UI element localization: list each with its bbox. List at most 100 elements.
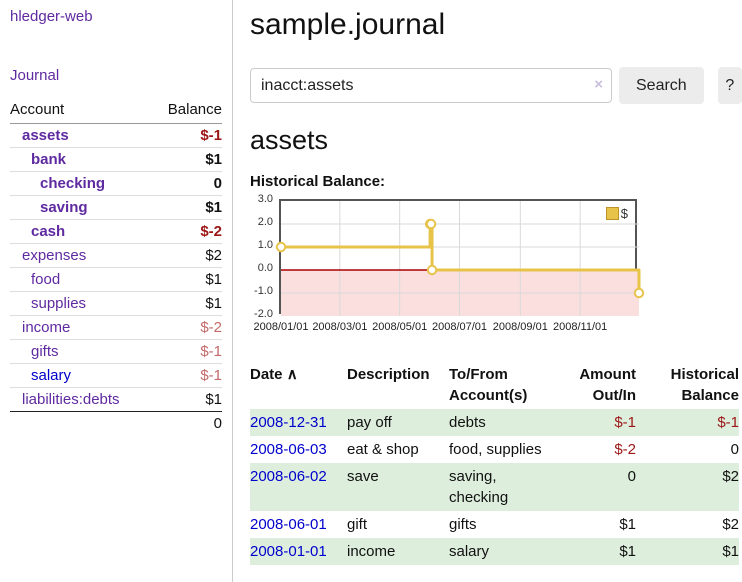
account-balance: $-1: [151, 363, 222, 388]
register-row: 2008-06-01 gift gifts $1 $2: [250, 511, 739, 538]
account-link-food[interactable]: food: [31, 271, 61, 288]
account-column-header: Account: [10, 97, 152, 124]
account-link-checking[interactable]: checking: [40, 175, 106, 192]
main-panel: sample.journal × Search ? assets Histori…: [250, 0, 742, 565]
register-row: 2008-06-02 save saving, checking 0 $2: [250, 463, 739, 511]
transaction-balance: 0: [730, 441, 739, 458]
help-button[interactable]: ?: [717, 67, 742, 104]
chart-title: Historical Balance:: [250, 173, 386, 190]
register-header-row: Date ∧ Description To/From Account(s) Am…: [250, 362, 739, 409]
account-row: food $1: [10, 267, 222, 292]
account-link-supplies[interactable]: supplies: [31, 295, 87, 312]
transaction-balance: $2: [722, 468, 739, 485]
chart-plot-area: $: [275, 199, 645, 316]
transaction-date-link[interactable]: 2008-12-31: [250, 414, 327, 431]
y-axis-tick-label: -1.0: [254, 285, 273, 297]
account-link-bank[interactable]: bank: [31, 151, 67, 168]
x-axis-tick-label: 2008/03/01: [312, 321, 368, 333]
account-link-saving[interactable]: saving: [40, 199, 88, 216]
account-link-salary[interactable]: salary: [31, 367, 72, 384]
x-axis-tick-label: 2008/05/01: [372, 321, 428, 333]
balance-chart-svg: [275, 201, 645, 316]
y-axis-tick-label: -2.0: [254, 308, 273, 320]
account-heading: assets: [250, 125, 329, 155]
register-row: 2008-06-03 eat & shop food, supplies $-2…: [250, 436, 739, 463]
legend-label: $: [620, 206, 628, 221]
account-row: income $-2: [10, 315, 222, 340]
account-row: salary $-1: [10, 363, 222, 388]
sort-ascending-icon: ∧: [286, 366, 298, 383]
transaction-date-link[interactable]: 2008-06-03: [250, 441, 327, 458]
accounts-column-header: To/From Account(s): [449, 366, 528, 404]
account-row: cash $-2: [10, 219, 222, 244]
transaction-accounts: saving, checking: [449, 468, 509, 506]
account-row: liabilities:debts $1: [10, 387, 222, 412]
account-row: expenses $2: [10, 243, 222, 268]
account-total-row: 0: [10, 411, 222, 435]
transaction-date-link[interactable]: 2008-01-01: [250, 543, 327, 560]
transaction-description: pay off: [347, 414, 392, 431]
legend-swatch-icon: [605, 207, 619, 220]
description-column-header: Description: [347, 366, 430, 383]
transaction-date-link[interactable]: 2008-06-01: [250, 516, 327, 533]
account-row: bank $1: [10, 147, 222, 172]
register-table: Date ∧ Description To/From Account(s) Am…: [250, 362, 739, 565]
account-link-expenses[interactable]: expenses: [22, 247, 87, 264]
account-row: checking 0: [10, 171, 222, 196]
transaction-amount: 0: [627, 468, 636, 485]
account-link-income[interactable]: income: [22, 319, 71, 336]
register-row: 2008-01-01 income salary $1 $1: [250, 538, 739, 565]
transaction-balance: $-1: [717, 414, 739, 431]
register-row: 2008-12-31 pay off debts $-1 $-1: [250, 409, 739, 436]
search-input[interactable]: [250, 68, 612, 103]
account-link-liabilities-debts[interactable]: liabilities:debts: [22, 391, 120, 408]
account-link-cash[interactable]: cash: [31, 223, 66, 240]
transaction-accounts: gifts: [449, 516, 477, 533]
page-title: sample.journal: [250, 8, 446, 41]
account-balance: $1: [151, 387, 222, 412]
transaction-accounts: salary: [449, 543, 490, 560]
clear-search-icon[interactable]: ×: [594, 76, 603, 93]
transaction-amount: $-1: [614, 414, 636, 431]
y-axis-tick-label: 1.0: [257, 239, 273, 251]
account-balance: $1: [151, 291, 222, 316]
transaction-description: gift: [347, 516, 368, 533]
brand-link[interactable]: hledger-web: [10, 8, 93, 25]
y-axis-tick-label: 0.0: [257, 262, 273, 274]
sidebar: hledger-web Journal Account Balance asse…: [0, 0, 233, 582]
account-balance: 0: [151, 171, 222, 196]
date-column-header[interactable]: Date ∧: [250, 366, 298, 383]
account-balance: $-2: [151, 315, 222, 340]
balance-column-header: Historical Balance: [670, 366, 739, 404]
transaction-balance: $1: [722, 543, 739, 560]
sidebar-item-journal[interactable]: Journal: [10, 67, 60, 84]
y-axis-tick-label: 3.0: [257, 193, 273, 205]
y-axis-tick-label: 2.0: [257, 216, 273, 228]
account-row: gifts $-1: [10, 339, 222, 364]
account-row: saving $1: [10, 195, 222, 220]
chart-legend: $: [603, 205, 630, 222]
transaction-description: income: [347, 543, 396, 560]
account-balance: $-1: [151, 339, 222, 364]
transaction-date-link[interactable]: 2008-06-02: [250, 468, 327, 485]
account-balance: $2: [151, 243, 222, 268]
x-axis-tick-label: 2008/07/01: [431, 321, 488, 333]
x-axis-tick-label: 2008/09/01: [492, 321, 548, 333]
x-axis-tick-label: 2008/01/01: [253, 321, 309, 333]
transaction-amount: $1: [619, 543, 636, 560]
x-axis-tick-label: 2008/11/01: [553, 321, 608, 333]
account-link-assets[interactable]: assets: [22, 127, 69, 144]
account-balance: $-2: [151, 219, 222, 244]
account-row: assets $-1: [10, 124, 222, 148]
balance-column-header: Balance: [151, 97, 222, 124]
amount-column-header: Amount Out/In: [579, 366, 636, 404]
account-balance: $1: [151, 147, 222, 172]
search-button[interactable]: Search: [619, 67, 704, 104]
account-link-gifts[interactable]: gifts: [31, 343, 59, 360]
account-balance: $1: [151, 267, 222, 292]
transaction-accounts: debts: [449, 414, 486, 431]
transaction-accounts: food, supplies: [449, 441, 542, 458]
transaction-description: eat & shop: [347, 441, 419, 458]
account-row: supplies $1: [10, 291, 222, 316]
account-total-balance: 0: [151, 411, 222, 435]
